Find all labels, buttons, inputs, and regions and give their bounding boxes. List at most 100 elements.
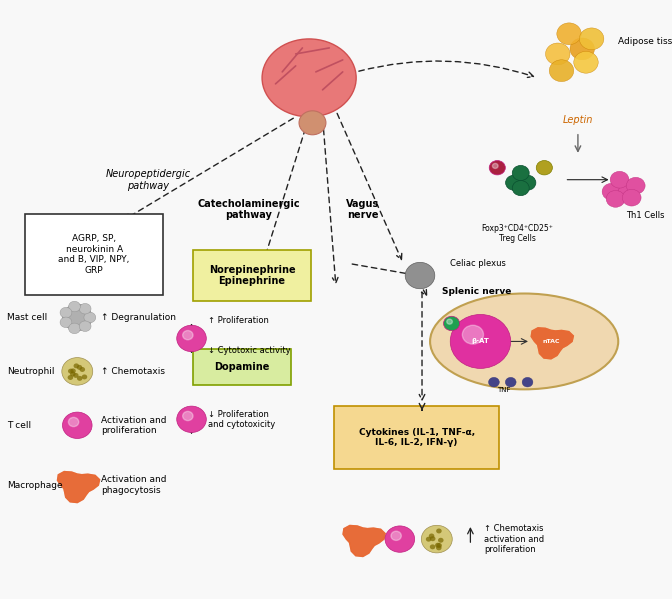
Text: T cell: T cell <box>7 420 31 430</box>
Text: Norepinephrine
Epinephrine: Norepinephrine Epinephrine <box>209 265 295 286</box>
Circle shape <box>493 164 498 168</box>
Circle shape <box>177 406 206 432</box>
Circle shape <box>626 177 645 194</box>
FancyBboxPatch shape <box>334 406 499 469</box>
Circle shape <box>77 376 83 381</box>
Text: TNF: TNF <box>497 388 511 394</box>
Text: Neutrophil: Neutrophil <box>7 367 54 376</box>
Circle shape <box>489 377 499 387</box>
Circle shape <box>606 190 625 207</box>
Circle shape <box>435 543 441 547</box>
Text: Splenic nerve: Splenic nerve <box>442 286 512 295</box>
Circle shape <box>519 175 536 190</box>
Text: Celiac plexus: Celiac plexus <box>450 259 506 268</box>
Text: Leptin: Leptin <box>562 115 593 125</box>
Circle shape <box>512 165 530 180</box>
Circle shape <box>557 23 581 45</box>
Text: Catecholaminergic
pathway: Catecholaminergic pathway <box>198 199 300 220</box>
Circle shape <box>60 317 72 328</box>
Circle shape <box>546 43 570 65</box>
Circle shape <box>69 418 79 426</box>
Circle shape <box>421 525 452 553</box>
Circle shape <box>522 377 533 387</box>
Circle shape <box>450 314 511 368</box>
Circle shape <box>69 323 81 334</box>
Text: Adipose tissue: Adipose tissue <box>618 37 672 47</box>
Circle shape <box>505 175 523 190</box>
Text: Th1 Cells: Th1 Cells <box>626 211 665 220</box>
Circle shape <box>549 60 574 81</box>
Text: Dopamine: Dopamine <box>214 362 269 372</box>
Circle shape <box>430 544 435 549</box>
Text: ↑ Chemotaxis
activation and
proliferation: ↑ Chemotaxis activation and proliferatio… <box>484 524 544 554</box>
Circle shape <box>579 28 604 50</box>
Circle shape <box>79 321 91 331</box>
Text: Mast cell: Mast cell <box>7 313 47 322</box>
Circle shape <box>429 534 434 539</box>
Circle shape <box>60 307 72 318</box>
Circle shape <box>62 358 93 385</box>
Text: Activation and
proliferation: Activation and proliferation <box>101 416 166 435</box>
FancyBboxPatch shape <box>193 250 311 301</box>
Circle shape <box>405 262 435 289</box>
Circle shape <box>68 368 73 374</box>
Circle shape <box>512 180 530 196</box>
Text: Vagus
nerve: Vagus nerve <box>346 199 380 220</box>
Circle shape <box>183 331 193 340</box>
Circle shape <box>570 38 595 60</box>
Circle shape <box>391 531 401 540</box>
Circle shape <box>69 301 81 312</box>
Ellipse shape <box>430 294 618 389</box>
Circle shape <box>489 161 505 175</box>
Polygon shape <box>532 328 573 359</box>
Circle shape <box>385 526 415 552</box>
Circle shape <box>622 189 641 206</box>
Circle shape <box>62 304 92 331</box>
Circle shape <box>68 375 73 380</box>
Circle shape <box>436 528 442 534</box>
Text: ↑ Proliferation: ↑ Proliferation <box>208 316 269 325</box>
Circle shape <box>73 373 79 378</box>
Circle shape <box>82 374 87 379</box>
Circle shape <box>447 319 452 324</box>
FancyBboxPatch shape <box>193 349 291 385</box>
Text: Macrophage: Macrophage <box>7 480 62 490</box>
Text: β-AT: β-AT <box>472 338 489 344</box>
Text: AGRP, SP,
neurokinin A
and B, VIP, NPY,
GRP: AGRP, SP, neurokinin A and B, VIP, NPY, … <box>58 234 130 275</box>
Circle shape <box>462 325 484 344</box>
Polygon shape <box>343 525 385 556</box>
Polygon shape <box>58 471 99 503</box>
Circle shape <box>436 545 442 550</box>
Polygon shape <box>532 328 573 359</box>
Text: ↓ Cytotoxic activity: ↓ Cytotoxic activity <box>208 346 291 355</box>
Polygon shape <box>58 471 99 503</box>
Circle shape <box>79 304 91 314</box>
Text: Activation and
phagocytosis: Activation and phagocytosis <box>101 476 166 495</box>
Circle shape <box>426 537 431 541</box>
Circle shape <box>73 364 79 368</box>
Circle shape <box>70 371 75 376</box>
Circle shape <box>430 536 435 541</box>
FancyBboxPatch shape <box>25 214 163 295</box>
Text: Cytokines (IL-1, TNF-α,
IL-6, IL-2, IFN-γ): Cytokines (IL-1, TNF-α, IL-6, IL-2, IFN-… <box>359 428 474 447</box>
Circle shape <box>436 543 442 548</box>
Text: nTAC: nTAC <box>542 339 560 344</box>
Circle shape <box>177 325 206 352</box>
Polygon shape <box>343 525 385 556</box>
Circle shape <box>610 171 629 188</box>
Text: Neuropeptidergic
pathway: Neuropeptidergic pathway <box>106 169 190 190</box>
Circle shape <box>438 538 444 543</box>
Circle shape <box>444 316 460 331</box>
Circle shape <box>77 365 82 370</box>
Text: ↑ Chemotaxis: ↑ Chemotaxis <box>101 367 165 376</box>
Circle shape <box>79 367 85 372</box>
Text: ↓ Proliferation
and cytotoxicity: ↓ Proliferation and cytotoxicity <box>208 410 276 429</box>
Ellipse shape <box>262 39 356 117</box>
Circle shape <box>84 312 95 323</box>
Ellipse shape <box>299 111 326 135</box>
Circle shape <box>62 412 92 438</box>
Circle shape <box>71 368 76 373</box>
Text: ↑ Degranulation: ↑ Degranulation <box>101 313 176 322</box>
Circle shape <box>505 377 516 387</box>
Circle shape <box>618 183 637 200</box>
